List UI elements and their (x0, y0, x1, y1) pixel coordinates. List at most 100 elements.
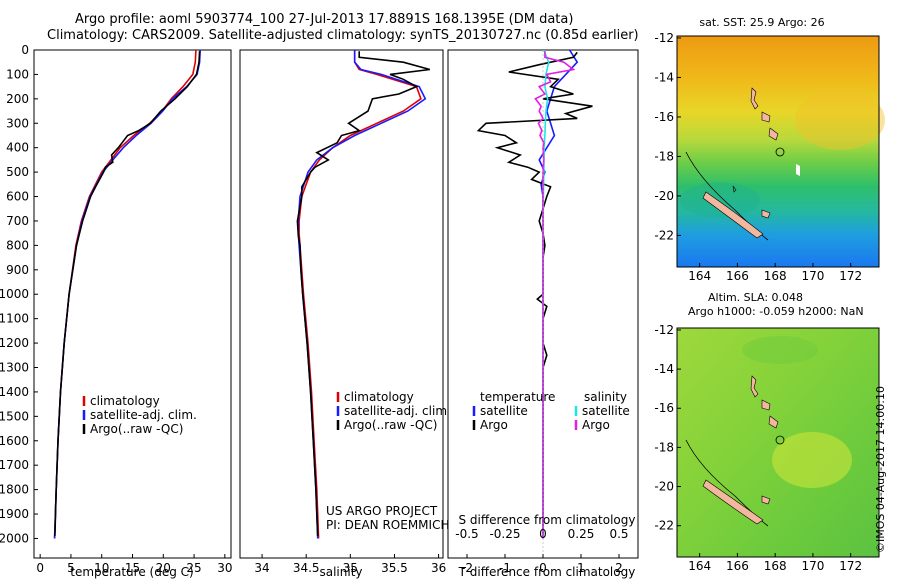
salinity-legend: climatology satellite-adj. clim. Argo(..… (336, 390, 451, 432)
depth-tick-label: 0 (21, 43, 29, 57)
reef-outline (732, 185, 737, 193)
sla-map-title-line-2: Argo h1000: -0.059 h2000: NaN (688, 305, 864, 318)
island-shape (761, 209, 771, 219)
lat-tick-label: -18 (654, 440, 674, 454)
legend-label-s-argo: Argo (582, 418, 610, 432)
lat-tick-label: -16 (654, 401, 674, 415)
x-tick-label: 0 (36, 561, 44, 575)
island-shape (761, 495, 771, 505)
lat-tick-label: -18 (654, 149, 674, 163)
depth-axis-ticks: 0 100 200 300 400 500 600 700 800 900 1000 1100 1200… (0, 43, 452, 545)
depth-tick-label: 700 (6, 214, 29, 228)
x-tick-label: -1 (499, 561, 511, 575)
sla-color-field (677, 328, 879, 557)
sla-coastlines (685, 375, 785, 527)
s-diff-tick-label: 0.25 (568, 527, 595, 541)
s-diff-tick-label: 0.5 (609, 527, 628, 541)
sst-map-frame (676, 35, 880, 268)
depth-tick-label: 1200 (0, 336, 29, 350)
depth-tick-label: 1100 (0, 312, 29, 326)
depth-tick-label: 1300 (0, 361, 29, 375)
x-tick-label: 10 (94, 561, 109, 575)
legend-label-s-satellite: satellite (582, 404, 630, 418)
temperature-panel: 0 5 10 15 20 25 30 0 100 200 300 400 500 600 700 800 90… (0, 43, 452, 579)
legend-title-temperature: temperature (480, 390, 555, 404)
x-tick-label: 36 (431, 561, 446, 575)
sla-high-patch (772, 432, 852, 488)
legend-title-salinity: salinity (584, 390, 627, 404)
sst-map-title: sat. SST: 25.9 Argo: 26 (699, 16, 824, 29)
difference-legend: temperature salinity satellite Argo sate… (472, 390, 630, 432)
difference-x-ticks: -2 -1 0 1 2 -0.5 -0.25 0 0.25 0.5 (455, 527, 628, 575)
x-tick-label: 20 (156, 561, 171, 575)
argo-position-marker (775, 435, 785, 445)
difference-panel: -2 -1 0 1 2 -0.5 -0.25 0 0.25 0.5 S difference fr… (447, 49, 639, 579)
lon-tick-label: 172 (839, 559, 862, 573)
sst-map-ticks: 164 166 168 170 172 -12 -14 -16 -18 -20 -22 (654, 31, 862, 283)
x-tick-label: 1 (577, 561, 585, 575)
salinity-series (296, 50, 431, 539)
sla-map-frame (676, 327, 880, 558)
salinity-x-label: salinity (319, 565, 362, 579)
temperature-x-label: temperature (deg C) (70, 565, 193, 579)
lon-tick-label: 172 (839, 269, 862, 283)
depth-tick-label: 2000 (0, 531, 29, 545)
figure-title-line-1: Argo profile: aoml 5903774_100 27-Jul-20… (75, 12, 574, 27)
x-tick-label: 35.5 (381, 561, 408, 575)
legend-label-t-satellite: satellite (480, 404, 528, 418)
x-tick-label: 0 (539, 561, 547, 575)
depth-tick-label: 1900 (0, 507, 29, 521)
lat-tick-label: -14 (654, 70, 674, 84)
lon-tick-label: 170 (801, 269, 824, 283)
missing-data-patch (796, 164, 800, 176)
lat-tick-label: -12 (654, 323, 674, 337)
island-shape (761, 399, 771, 411)
project-annotation: US ARGO PROJECT (326, 504, 438, 518)
s-diff-tick-label: -0.25 (489, 527, 520, 541)
salinity-panel: 34 34.5 35 35.5 36 salinity climatology sate… (239, 49, 451, 579)
depth-tick-label: 200 (6, 92, 29, 106)
x-tick-label: 34.5 (293, 561, 320, 575)
x-tick-label: 2 (615, 561, 623, 575)
legend-label-satellite-adj: satellite-adj. clim. (344, 404, 451, 418)
salinity-x-ticks: 34 34.5 35 35.5 36 (254, 554, 446, 575)
lon-tick-label: 170 (801, 559, 824, 573)
series-line-t-argo (476, 51, 593, 536)
sst-warm-patch (795, 90, 885, 150)
lat-tick-label: -22 (654, 228, 674, 242)
new-caledonia-island (702, 191, 764, 239)
depth-tick-label: 1600 (0, 434, 29, 448)
series-line-argo-raw-qc- (296, 51, 431, 537)
series-line-climatology (298, 50, 422, 539)
island-shape (750, 87, 759, 110)
temperature-legend: climatology satellite-adj. clim. Argo(..… (82, 394, 197, 436)
lat-tick-label: -12 (654, 31, 674, 45)
legend-label-argo: Argo(..raw -QC) (90, 422, 183, 436)
depth-tick-label: 1500 (0, 409, 29, 423)
x-tick-label: 35 (343, 561, 358, 575)
x-tick-label: 30 (217, 561, 232, 575)
depth-tick-label: 600 (6, 190, 29, 204)
island-shape (768, 127, 779, 141)
legend-label-satellite-adj: satellite-adj. clim. (90, 408, 197, 422)
s-diff-tick-label: -0.5 (455, 527, 478, 541)
legend-label-argo: Argo(..raw -QC) (344, 418, 437, 432)
depth-tick-label: 1800 (0, 483, 29, 497)
t-difference-label: T difference from climatology (458, 565, 636, 579)
depth-tick-label: 100 (6, 67, 29, 81)
depth-tick-label: 1000 (0, 287, 29, 301)
lon-tick-label: 164 (688, 559, 711, 573)
island-shape (750, 375, 759, 398)
depth-tick-label: 1700 (0, 458, 29, 472)
temperature-series (53, 50, 201, 539)
series-line-s-argo (534, 51, 576, 539)
series-line-argo-raw-qc- (54, 51, 201, 537)
depth-tick-label: 400 (6, 141, 29, 155)
lat-tick-label: -22 (654, 519, 674, 533)
lon-tick-label: 168 (764, 559, 787, 573)
sla-low-patch (742, 336, 818, 364)
x-tick-label: 25 (186, 561, 201, 575)
depth-tick-label: 500 (6, 165, 29, 179)
depth-tick-label: 300 (6, 116, 29, 130)
